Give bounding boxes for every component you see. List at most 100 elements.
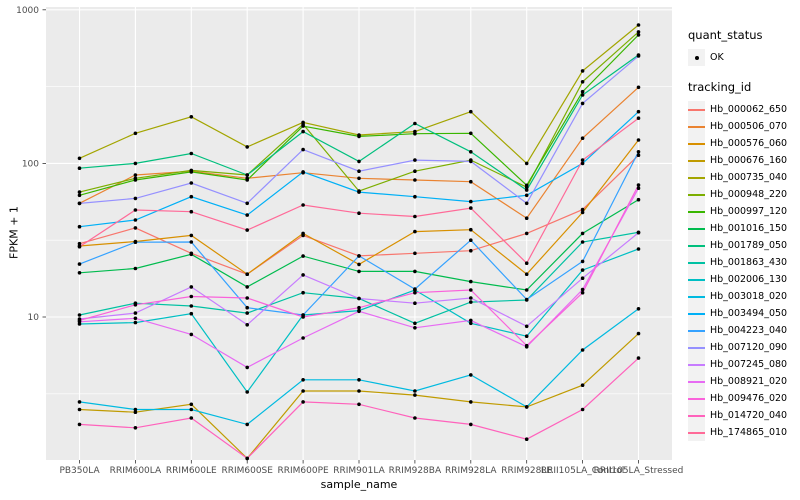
data-point <box>301 254 305 258</box>
legend-item-label: Hb_000506_070 <box>710 121 788 132</box>
data-point <box>77 407 82 412</box>
data-point <box>580 240 585 244</box>
data-point <box>524 161 529 166</box>
data-point <box>189 252 194 257</box>
data-point <box>357 262 361 267</box>
data-point <box>77 244 82 249</box>
data-point <box>580 101 585 106</box>
data-point <box>77 156 82 161</box>
data-point <box>636 356 641 360</box>
data-point <box>469 300 473 304</box>
data-point <box>524 231 529 236</box>
legend-items-list: Hb_000062_650 Hb_000506_070 Hb_000576_060 H… <box>688 101 798 441</box>
data-point <box>636 183 641 187</box>
data-point <box>189 407 194 412</box>
data-point <box>245 228 249 232</box>
data-point <box>301 400 305 404</box>
data-point <box>469 179 473 184</box>
data-point <box>189 240 194 244</box>
data-point <box>469 248 473 253</box>
data-point <box>413 326 417 330</box>
data-point <box>301 336 305 340</box>
line-swatch-icon <box>688 108 705 111</box>
data-point <box>636 116 641 120</box>
legend-item-label: Hb_000676_160 <box>710 155 788 166</box>
legend-item: Hb_000676_160 <box>688 152 798 169</box>
line-swatch-icon <box>688 125 705 128</box>
data-point <box>413 321 417 326</box>
data-point <box>357 305 361 310</box>
data-point <box>469 321 473 326</box>
data-point <box>469 288 473 292</box>
legend-key-line <box>688 390 705 407</box>
legend-item: Hb_004223_040 <box>688 322 798 339</box>
data-point <box>245 365 249 370</box>
legend-item-label: Hb_007120_090 <box>710 342 788 353</box>
data-point <box>245 422 249 427</box>
data-point <box>413 416 417 420</box>
data-point <box>77 422 82 427</box>
y-tick-label: 100 <box>22 159 39 169</box>
data-point <box>469 422 473 427</box>
legend-title-quant-status: quant_status <box>688 28 763 42</box>
data-point <box>301 378 305 382</box>
legend-key-line <box>688 186 705 203</box>
legend-item-label: Hb_003494_050 <box>710 308 788 319</box>
data-point <box>580 136 585 140</box>
data-point <box>636 230 641 235</box>
data-point <box>189 332 194 337</box>
data-point <box>580 80 585 84</box>
legend-item-label: OK <box>710 52 724 63</box>
data-point <box>189 233 194 238</box>
legend-item-label: Hb_003018_020 <box>710 291 788 302</box>
data-point <box>524 334 529 339</box>
legend-item: Hb_007120_090 <box>688 339 798 356</box>
data-point <box>133 266 138 271</box>
legend-key-line <box>688 169 705 186</box>
data-point <box>357 254 361 258</box>
data-point <box>189 294 194 299</box>
data-point <box>245 173 249 177</box>
data-point <box>301 389 305 393</box>
legend-item: Hb_007245_080 <box>688 356 798 373</box>
data-point <box>580 210 585 215</box>
legend-key-line <box>688 152 705 169</box>
legend-key-line <box>688 288 705 305</box>
legend-key-line <box>688 254 705 271</box>
data-point <box>245 201 249 206</box>
data-point <box>77 271 82 275</box>
legend-key-point <box>688 49 705 66</box>
x-tick-label: RRIM928LA <box>445 466 497 476</box>
point-icon <box>694 55 699 60</box>
legend-key-line <box>688 237 705 254</box>
data-point <box>357 389 361 393</box>
line-swatch-icon <box>688 329 705 332</box>
data-point <box>636 150 641 154</box>
data-point <box>413 131 417 136</box>
legend-item: Hb_014720_040 <box>688 407 798 424</box>
data-point <box>580 259 585 264</box>
legend-key-line <box>688 271 705 288</box>
data-point <box>636 331 641 336</box>
data-point <box>413 178 417 182</box>
data-point <box>189 170 194 174</box>
data-point <box>469 206 473 210</box>
line-swatch-icon <box>688 363 705 366</box>
x-tick-label: RRIM901LA <box>333 466 385 476</box>
data-point <box>580 287 585 292</box>
y-tick-label: 10 <box>28 313 40 323</box>
y-tick-label: 1000 <box>16 6 39 16</box>
data-point <box>245 285 249 289</box>
data-point <box>189 194 194 199</box>
legend-item-label: Hb_004223_040 <box>710 325 788 336</box>
legend-item-label: Hb_002006_130 <box>710 274 788 285</box>
line-swatch-icon <box>688 227 705 230</box>
legend-key-line <box>688 373 705 390</box>
legend-item-label: Hb_014720_040 <box>710 410 788 421</box>
data-point <box>413 287 417 291</box>
data-point <box>413 389 417 393</box>
data-point <box>524 437 529 442</box>
data-point <box>189 115 194 119</box>
data-point <box>580 268 585 272</box>
